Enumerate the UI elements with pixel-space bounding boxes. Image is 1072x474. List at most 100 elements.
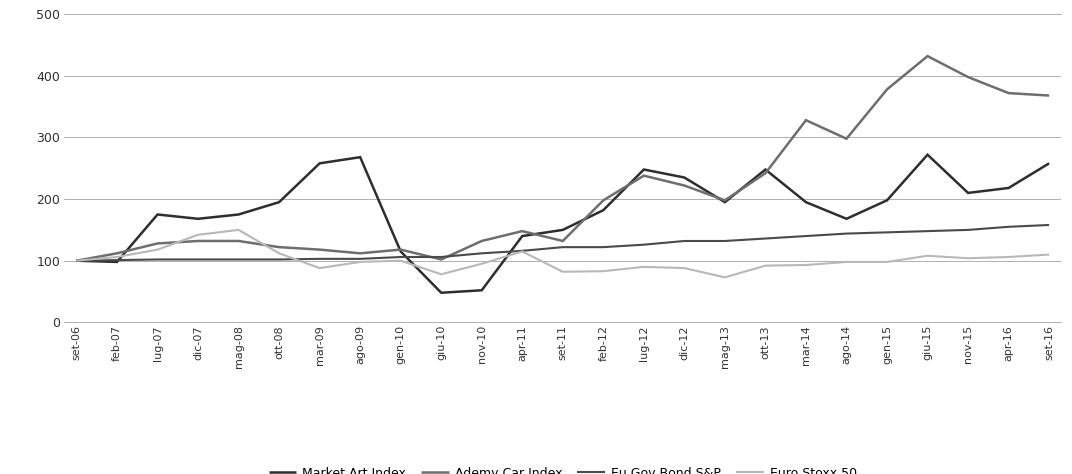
- Line: Ademy Car Index: Ademy Car Index: [76, 56, 1049, 261]
- Eu Gov Bond S&P: [880, 229, 893, 235]
- Ademy Car Index: [678, 182, 690, 188]
- Market Art Index: [759, 167, 772, 173]
- Ademy Car Index: [151, 241, 164, 246]
- Market Art Index: [435, 290, 448, 296]
- Line: Euro Stoxx 50: Euro Stoxx 50: [76, 230, 1049, 277]
- Ademy Car Index: [1043, 93, 1056, 99]
- Euro Stoxx 50: [233, 227, 245, 233]
- Euro Stoxx 50: [962, 255, 974, 261]
- Eu Gov Bond S&P: [840, 231, 853, 237]
- Eu Gov Bond S&P: [921, 228, 934, 234]
- Market Art Index: [110, 259, 123, 265]
- Euro Stoxx 50: [475, 261, 488, 266]
- Eu Gov Bond S&P: [597, 244, 610, 250]
- Ademy Car Index: [516, 228, 528, 234]
- Eu Gov Bond S&P: [70, 258, 83, 264]
- Ademy Car Index: [354, 250, 367, 256]
- Ademy Car Index: [556, 238, 569, 244]
- Market Art Index: [233, 212, 245, 218]
- Market Art Index: [151, 212, 164, 218]
- Euro Stoxx 50: [638, 264, 651, 270]
- Ademy Car Index: [110, 250, 123, 256]
- Ademy Car Index: [718, 198, 731, 203]
- Market Art Index: [921, 152, 934, 157]
- Market Art Index: [394, 248, 407, 254]
- Eu Gov Bond S&P: [151, 256, 164, 262]
- Ademy Car Index: [880, 87, 893, 92]
- Ademy Car Index: [233, 238, 245, 244]
- Ademy Car Index: [70, 258, 83, 264]
- Market Art Index: [840, 216, 853, 222]
- Eu Gov Bond S&P: [394, 254, 407, 260]
- Ademy Car Index: [435, 256, 448, 262]
- Euro Stoxx 50: [1043, 252, 1056, 257]
- Euro Stoxx 50: [880, 259, 893, 265]
- Ademy Car Index: [962, 74, 974, 80]
- Euro Stoxx 50: [70, 258, 83, 264]
- Ademy Car Index: [597, 198, 610, 203]
- Euro Stoxx 50: [921, 253, 934, 259]
- Eu Gov Bond S&P: [110, 257, 123, 263]
- Market Art Index: [1002, 185, 1015, 191]
- Euro Stoxx 50: [354, 259, 367, 265]
- Market Art Index: [678, 175, 690, 181]
- Euro Stoxx 50: [678, 265, 690, 271]
- Euro Stoxx 50: [272, 250, 285, 256]
- Line: Eu Gov Bond S&P: Eu Gov Bond S&P: [76, 225, 1049, 261]
- Ademy Car Index: [272, 244, 285, 250]
- Eu Gov Bond S&P: [800, 233, 813, 239]
- Market Art Index: [1043, 161, 1056, 166]
- Market Art Index: [313, 161, 326, 166]
- Market Art Index: [556, 227, 569, 233]
- Ademy Car Index: [394, 247, 407, 253]
- Eu Gov Bond S&P: [272, 256, 285, 262]
- Euro Stoxx 50: [394, 258, 407, 264]
- Market Art Index: [475, 287, 488, 293]
- Euro Stoxx 50: [718, 274, 731, 280]
- Market Art Index: [70, 258, 83, 264]
- Ademy Car Index: [800, 118, 813, 123]
- Eu Gov Bond S&P: [638, 242, 651, 247]
- Market Art Index: [597, 207, 610, 213]
- Euro Stoxx 50: [435, 272, 448, 277]
- Euro Stoxx 50: [110, 254, 123, 260]
- Ademy Car Index: [840, 136, 853, 142]
- Eu Gov Bond S&P: [233, 256, 245, 262]
- Ademy Car Index: [192, 238, 205, 244]
- Eu Gov Bond S&P: [435, 254, 448, 260]
- Ademy Car Index: [313, 247, 326, 253]
- Eu Gov Bond S&P: [192, 256, 205, 262]
- Euro Stoxx 50: [151, 247, 164, 253]
- Market Art Index: [272, 200, 285, 205]
- Market Art Index: [638, 167, 651, 173]
- Line: Market Art Index: Market Art Index: [76, 155, 1049, 293]
- Eu Gov Bond S&P: [678, 238, 690, 244]
- Eu Gov Bond S&P: [516, 248, 528, 254]
- Eu Gov Bond S&P: [354, 256, 367, 262]
- Euro Stoxx 50: [840, 259, 853, 265]
- Ademy Car Index: [921, 53, 934, 59]
- Market Art Index: [354, 155, 367, 160]
- Ademy Car Index: [759, 170, 772, 176]
- Euro Stoxx 50: [556, 269, 569, 274]
- Euro Stoxx 50: [597, 268, 610, 274]
- Market Art Index: [800, 200, 813, 205]
- Euro Stoxx 50: [800, 262, 813, 268]
- Euro Stoxx 50: [516, 248, 528, 254]
- Ademy Car Index: [638, 173, 651, 179]
- Market Art Index: [962, 190, 974, 196]
- Legend: Market Art Index, Ademy Car Index, Eu Gov Bond S&P, Euro Stoxx 50: Market Art Index, Ademy Car Index, Eu Go…: [269, 467, 857, 474]
- Eu Gov Bond S&P: [475, 250, 488, 256]
- Eu Gov Bond S&P: [1002, 224, 1015, 229]
- Eu Gov Bond S&P: [556, 244, 569, 250]
- Eu Gov Bond S&P: [1043, 222, 1056, 228]
- Eu Gov Bond S&P: [313, 256, 326, 262]
- Euro Stoxx 50: [192, 232, 205, 237]
- Market Art Index: [192, 216, 205, 222]
- Market Art Index: [516, 233, 528, 239]
- Ademy Car Index: [475, 238, 488, 244]
- Market Art Index: [718, 200, 731, 205]
- Market Art Index: [880, 198, 893, 203]
- Eu Gov Bond S&P: [962, 227, 974, 233]
- Euro Stoxx 50: [759, 263, 772, 268]
